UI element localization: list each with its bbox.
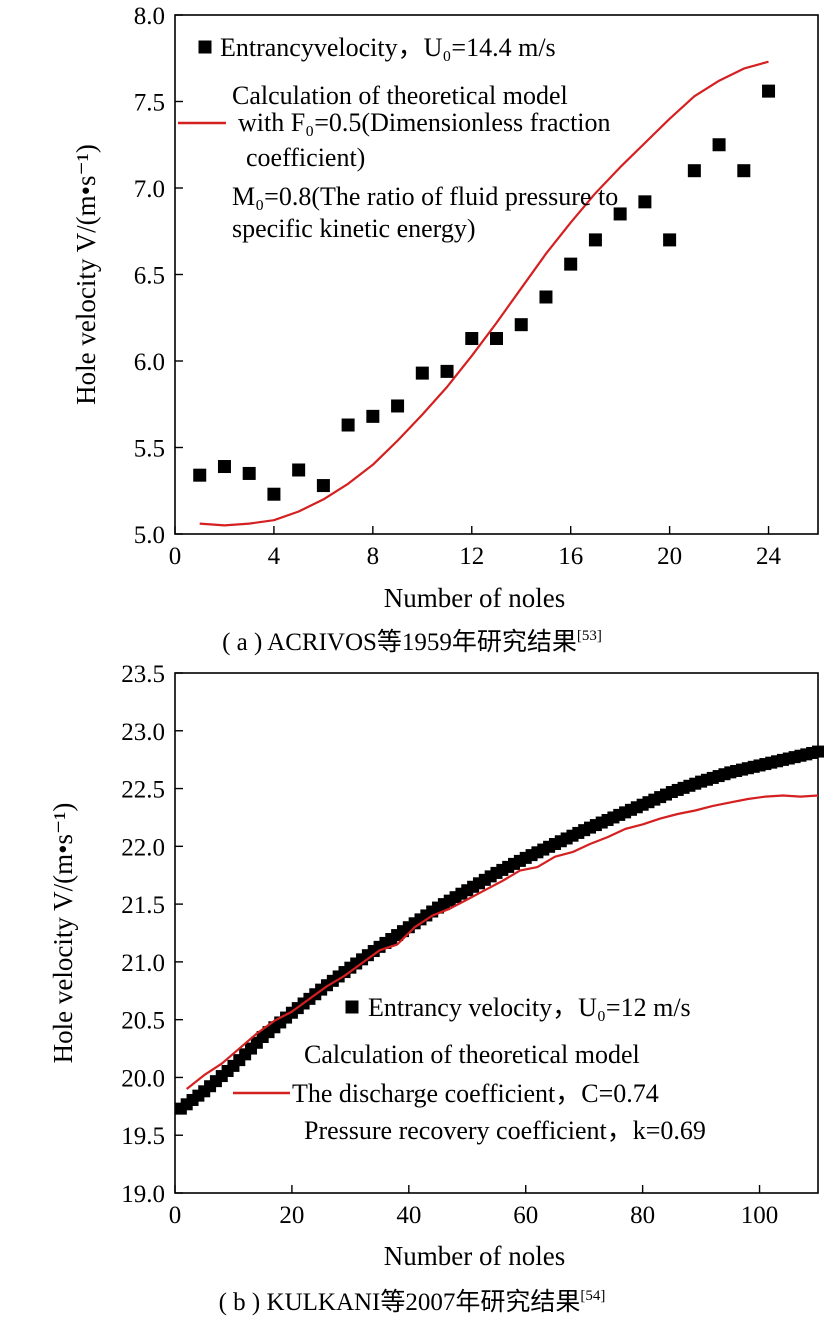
y-tick-label: 6.5 <box>134 263 165 290</box>
x-tick-label: 8 <box>367 543 380 570</box>
y-axis-title: Hole velocity V/(m•s⁻¹) <box>71 144 101 405</box>
data-point <box>391 399 405 413</box>
data-point <box>490 332 503 346</box>
x-tick-label: 40 <box>396 1202 421 1229</box>
legend-line-label: specific kinetic energy) <box>232 214 476 243</box>
data-point <box>366 409 380 423</box>
y-tick-label: 19.5 <box>121 1123 165 1150</box>
data-point <box>564 257 578 271</box>
y-tick-label: 20.0 <box>121 1065 165 1092</box>
y-axis-title: Hole velocity V/(m•s⁻¹) <box>48 803 78 1064</box>
y-tick-label: 21.0 <box>121 950 165 977</box>
data-point <box>316 479 330 493</box>
y-tick-label: 6.0 <box>134 349 165 376</box>
caption-reference: [53] <box>577 628 602 644</box>
data-point <box>292 463 306 477</box>
data-point <box>242 466 256 480</box>
legend: Entrancy velocity，U₀=12 m/s Calculation o… <box>233 993 706 1145</box>
data-point <box>341 418 355 432</box>
x-tick-label: 20 <box>279 1202 304 1229</box>
data-point <box>193 468 207 482</box>
x-tick-label: 20 <box>657 543 682 570</box>
y-tick-label: 20.5 <box>121 1008 165 1035</box>
legend-scatter-label: Entrancy velocity，U₀=12 m/s <box>368 993 691 1022</box>
x-axis-title: Number of noles <box>384 583 565 613</box>
data-point <box>638 195 652 209</box>
x-tick-label: 12 <box>459 543 484 570</box>
data-point <box>812 745 824 758</box>
x-tick-label: 80 <box>630 1202 655 1229</box>
data-point <box>687 164 701 178</box>
x-tick-label: 16 <box>558 543 583 570</box>
legend-line-label: coefficient) <box>246 143 365 172</box>
x-tick-label: 60 <box>513 1202 538 1229</box>
caption-reference: [54] <box>580 1288 605 1304</box>
data-point <box>514 318 528 332</box>
y-tick-label: 22.0 <box>121 834 165 861</box>
y-tick-label: 5.0 <box>134 522 165 549</box>
data-point <box>465 332 479 346</box>
y-tick-label: 21.5 <box>121 892 165 919</box>
legend-line-label: with F₀=0.5(Dimensionless fraction <box>238 108 611 137</box>
caption: ( a ) ACRIVOS等1959年研究结果[53] <box>222 628 602 656</box>
legend-line-label: Calculation of theoretical model <box>232 81 568 110</box>
x-tick-label: 24 <box>756 543 782 570</box>
y-tick-label: 8.0 <box>134 3 165 30</box>
y-tick-label: 7.5 <box>134 90 165 117</box>
data-point <box>762 84 776 98</box>
caption: ( b ) KULKANI等2007年研究结果[54] <box>219 1288 606 1316</box>
chart-b: 0 20 40 60 80 100 19.0 19.5 20.0 20.5 21.0 21.5 22.0… <box>48 661 824 1316</box>
y-tick-label: 19.0 <box>121 1181 165 1208</box>
chart-a: 0 4 8 12 16 20 24 5.0 5.5 6.0 6.5 7.0 7.5 8.0 Number o… <box>71 3 819 656</box>
legend: Entrancyvelocity，U₀=14.4 m/s Calculation … <box>178 33 618 243</box>
legend-line-label: Calculation of theoretical model <box>304 1040 640 1069</box>
x-tick-label: 0 <box>169 1202 182 1229</box>
x-tick-label: 100 <box>741 1202 779 1229</box>
legend-line-label: M₀=0.8(The ratio of fluid pressure to <box>232 182 618 211</box>
x-tick-label: 0 <box>169 543 182 570</box>
series-line <box>199 60 769 527</box>
y-tick-label: 23.5 <box>121 661 165 688</box>
data-point <box>415 366 429 380</box>
data-point <box>440 364 454 378</box>
y-tick-label: 5.5 <box>134 436 165 463</box>
data-point <box>267 487 281 501</box>
legend-scatter-marker <box>198 40 212 54</box>
y-tick-label: 23.0 <box>121 719 165 746</box>
data-point <box>737 164 751 178</box>
y-tick-label: 22.5 <box>121 777 165 804</box>
data-point <box>663 233 677 247</box>
data-point <box>217 460 231 474</box>
data-point <box>588 233 602 247</box>
data-point <box>712 138 726 152</box>
series-line <box>186 794 819 1090</box>
legend-scatter-label: Entrancyvelocity，U₀=14.4 m/s <box>220 33 556 62</box>
data-point <box>539 290 553 304</box>
data-point <box>613 207 627 221</box>
x-tick-label: 4 <box>268 543 281 570</box>
legend-line-label: The discharge coefficient，C=0.74 <box>292 1079 659 1108</box>
plot-frame <box>174 672 819 1194</box>
legend-line-label: Pressure recovery coefficient，k=0.69 <box>304 1116 706 1145</box>
x-axis-title: Number of noles <box>384 1241 565 1271</box>
legend-scatter-marker <box>345 1000 359 1014</box>
y-tick-label: 7.0 <box>134 176 165 203</box>
